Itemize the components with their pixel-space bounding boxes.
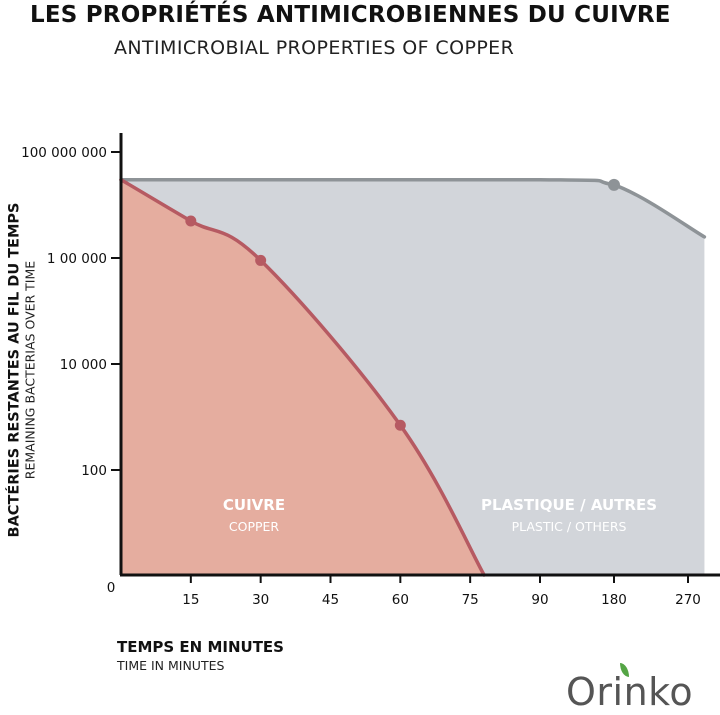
copper-marker-3 <box>394 419 406 431</box>
plastic-series-label-english: PLASTIC / OTHERS <box>512 519 627 534</box>
plastic-series-label: PLASTIQUE / AUTRES <box>481 496 657 514</box>
copper-series-label: CUIVRE <box>223 496 285 514</box>
x-tick-label: 60 <box>392 592 409 608</box>
y-axis-label-english: REMAINING BACTERIAS OVER TIME <box>22 260 38 480</box>
x-axis-label-group: TEMPS EN MINUTES TIME IN MINUTES <box>117 638 284 673</box>
x-axis-label-english: TIME IN MINUTES <box>117 658 225 673</box>
x-tick-label: 75 <box>462 592 479 608</box>
y-tick-label: 100 <box>81 463 107 479</box>
x-tick-label: 270 <box>675 592 701 608</box>
leaf-icon <box>620 663 629 677</box>
orinko-logo: Orinko <box>566 670 694 714</box>
x-axis-label: TEMPS EN MINUTES <box>117 638 284 656</box>
y-tick-label: 10 000 <box>60 357 107 373</box>
x-tick-label: 0 <box>107 580 116 596</box>
x-tick-label: 45 <box>322 592 339 608</box>
chart-title: LES PROPRIÉTÉS ANTIMICROBIENNES DU CUIVR… <box>30 2 671 28</box>
copper-marker-2 <box>255 254 267 266</box>
copper-series-label-english: COPPER <box>229 519 280 534</box>
chart: 100 10 000 1 00 000 100 000 000 0 15 30 45 60 75 9… <box>21 133 720 608</box>
y-tick-label: 1 00 000 <box>47 251 107 267</box>
chart-subtitle: ANTIMICROBIAL PROPERTIES OF COPPER <box>114 37 515 59</box>
x-tick-label: 90 <box>531 592 548 608</box>
plastic-line <box>119 177 707 239</box>
copper-line <box>119 177 486 577</box>
copper-area <box>121 179 485 575</box>
x-tick-label: 180 <box>601 592 627 608</box>
y-axis-label: BACTÉRIES RESTANTES AU FIL DU TEMPS <box>6 202 23 538</box>
plastic-marker-1 <box>608 178 620 191</box>
x-tick-label: 15 <box>182 592 199 608</box>
copper-marker-1 <box>185 215 197 227</box>
x-tick-label: 30 <box>252 592 269 608</box>
y-tick-label: 100 000 000 <box>21 145 107 161</box>
